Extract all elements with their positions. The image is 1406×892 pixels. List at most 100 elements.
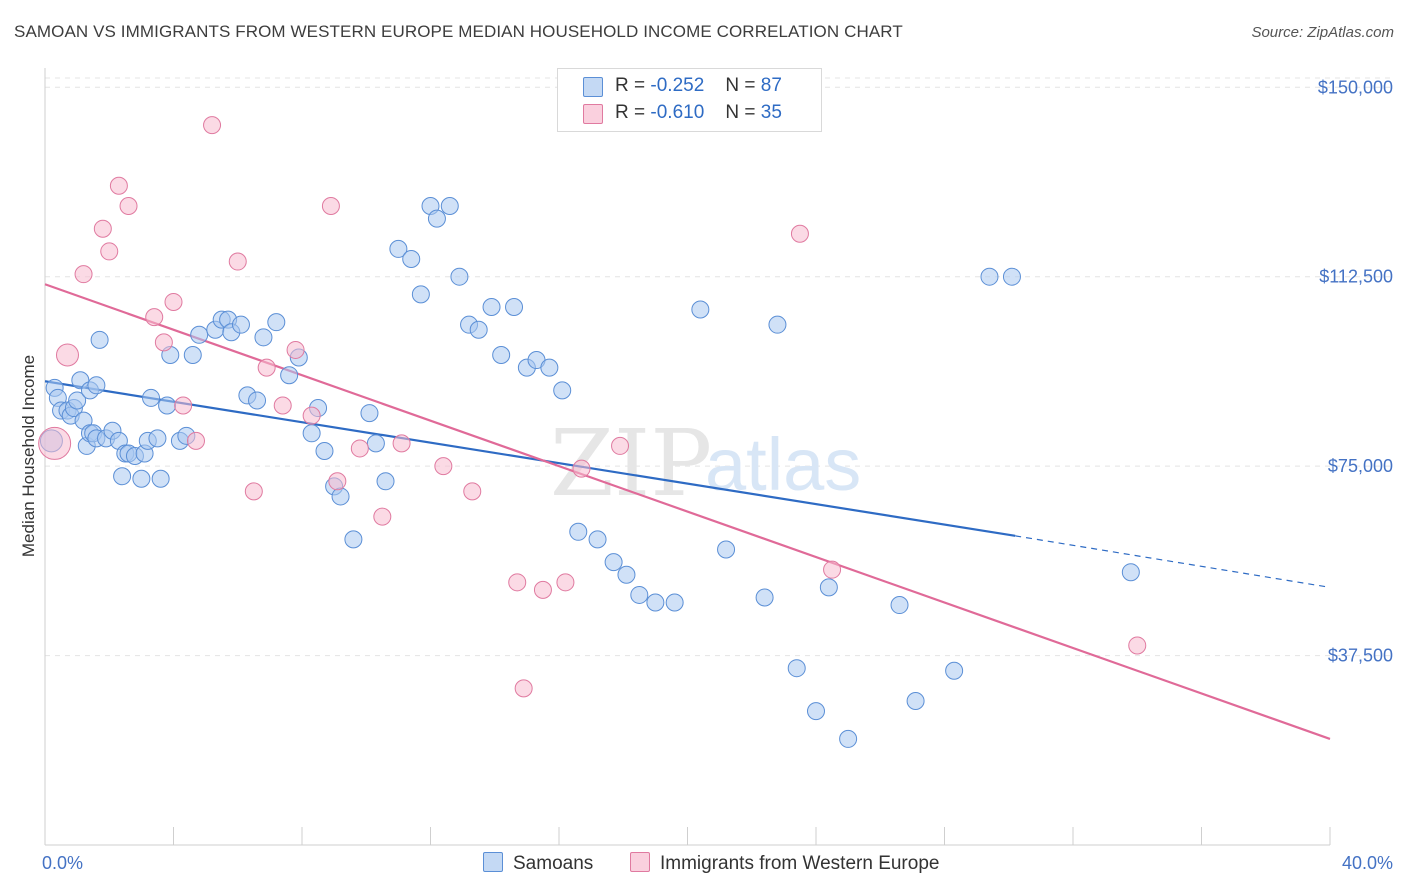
point-immigrants-2 <box>74 265 93 284</box>
point-samoans-81 <box>755 588 774 607</box>
point-samoans-54 <box>366 434 385 453</box>
point-samoans-91 <box>1002 267 1021 286</box>
y-axis-label: Median Household Income <box>19 355 38 557</box>
point-samoans-51 <box>331 487 350 506</box>
chart-title: SAMOAN VS IMMIGRANTS FROM WESTERN EUROPE… <box>14 22 903 41</box>
point-samoans-60 <box>427 209 446 228</box>
point-samoans-31 <box>151 469 170 488</box>
x-tick-label-1: 40.0% <box>1342 853 1393 873</box>
point-samoans-27 <box>132 469 151 488</box>
point-samoans-56 <box>389 239 408 258</box>
legend-r-value-samoans: -0.252 <box>650 75 705 96</box>
point-samoans-16 <box>87 376 106 395</box>
bottom-swatch-immigrants <box>630 852 650 872</box>
point-samoans-90 <box>980 267 999 286</box>
point-samoans-7 <box>68 391 87 410</box>
point-samoans-43 <box>254 328 273 347</box>
data-points <box>38 116 1147 748</box>
point-immigrants-13 <box>228 252 247 271</box>
point-samoans-78 <box>665 593 684 612</box>
legend-swatch-immigrants <box>583 104 603 124</box>
legend-swatch-samoans <box>583 77 603 97</box>
point-immigrants-8 <box>154 333 173 352</box>
point-samoans-79 <box>691 300 710 319</box>
point-samoans-47 <box>302 424 321 443</box>
x-tick-label-0: 0.0% <box>42 853 83 873</box>
point-immigrants-26 <box>508 573 527 592</box>
point-samoans-58 <box>411 285 430 304</box>
point-immigrants-14 <box>244 482 263 501</box>
legend-n-value-samoans: 87 <box>760 75 782 96</box>
point-immigrants-17 <box>286 340 305 359</box>
point-samoans-57 <box>402 250 421 269</box>
point-samoans-92 <box>1121 563 1140 582</box>
bottom-swatch-samoans <box>483 852 503 872</box>
y-tick-labels: $37,500 $75,000 $112,500 $150,000 <box>1318 77 1393 665</box>
point-immigrants-22 <box>373 507 392 526</box>
point-immigrants-16 <box>273 396 292 415</box>
point-samoans-84 <box>807 702 825 721</box>
point-samoans-75 <box>617 565 636 584</box>
point-immigrants-18 <box>302 406 321 425</box>
point-immigrants-10 <box>174 396 193 415</box>
point-samoans-71 <box>553 381 572 400</box>
point-immigrants-3 <box>93 219 112 238</box>
point-immigrants-4 <box>100 242 119 261</box>
point-samoans-85 <box>819 578 838 597</box>
legend-n-label: N = <box>725 102 756 123</box>
legend-r-label: R = <box>615 102 646 123</box>
watermark-atlas: atlas <box>705 423 861 506</box>
point-samoans-21 <box>113 467 132 486</box>
point-samoans-89 <box>945 661 964 680</box>
point-immigrants-1 <box>55 343 79 367</box>
point-samoans-49 <box>315 441 334 460</box>
correlation-legend: R = -0.252 N = 87 R = -0.610 N = 35 <box>557 68 822 132</box>
point-immigrants-5 <box>109 176 128 195</box>
point-samoans-77 <box>646 593 665 612</box>
gridlines <box>45 77 1392 657</box>
x-tick-labels: 0.0% 40.0% <box>42 853 1393 873</box>
point-samoans-83 <box>787 659 806 678</box>
point-immigrants-23 <box>392 434 411 453</box>
point-samoans-61 <box>440 196 459 215</box>
point-samoans-80 <box>717 540 736 559</box>
y-tick-label-1: $75,000 <box>1328 456 1393 476</box>
point-samoans-35 <box>190 325 209 344</box>
point-samoans-28 <box>148 429 167 448</box>
point-immigrants-11 <box>186 431 205 450</box>
point-samoans-74 <box>604 553 623 572</box>
point-samoans-82 <box>768 315 787 334</box>
trend-line-1 <box>44 283 1331 740</box>
source-label: Source: ZipAtlas.com <box>1251 24 1394 41</box>
point-samoans-29 <box>158 396 177 415</box>
point-immigrants-6 <box>119 196 138 215</box>
trend-line-dashed-0 <box>1015 535 1331 588</box>
y-tick-label-2: $112,500 <box>1319 267 1393 287</box>
point-samoans-14 <box>90 330 109 349</box>
bottom-legend-samoans: Samoans <box>483 852 593 875</box>
y-tick-label-3: $150,000 <box>1318 77 1393 97</box>
point-samoans-26 <box>142 388 161 407</box>
bottom-legend-immigrants: Immigrants from Western Europe <box>630 852 939 875</box>
trend-line-0 <box>44 380 1016 537</box>
point-samoans-45 <box>280 366 299 385</box>
point-immigrants-0 <box>38 426 72 460</box>
point-samoans-86 <box>839 729 858 748</box>
point-immigrants-33 <box>823 560 842 579</box>
point-samoans-40 <box>231 315 250 334</box>
point-immigrants-15 <box>257 358 276 377</box>
y-tick-label-0: $37,500 <box>1328 646 1393 666</box>
legend-n-label: N = <box>725 75 756 96</box>
trend-lines <box>44 283 1331 740</box>
point-samoans-64 <box>469 320 488 339</box>
point-immigrants-20 <box>328 472 347 491</box>
point-samoans-88 <box>906 692 925 711</box>
point-immigrants-19 <box>321 196 340 215</box>
point-immigrants-12 <box>203 116 222 135</box>
point-samoans-67 <box>505 298 524 317</box>
point-samoans-72 <box>569 522 588 541</box>
point-immigrants-24 <box>434 457 453 476</box>
point-immigrants-9 <box>164 292 183 311</box>
point-samoans-65 <box>482 298 501 317</box>
